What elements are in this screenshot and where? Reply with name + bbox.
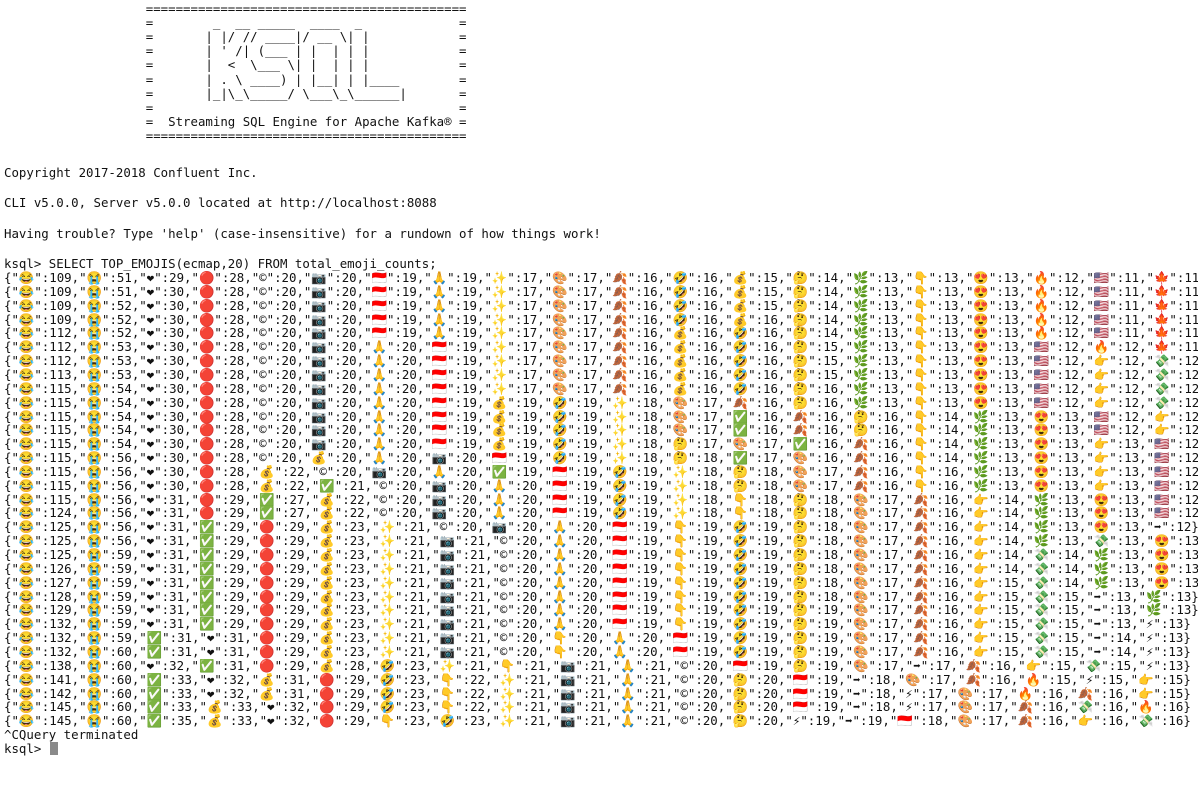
- result-row: {"😂":132,"😭":59,"✅":31,"❤":31,"🔴":29,"💰"…: [4, 631, 1191, 646]
- result-row: {"😂":115,"😭":54,"❤":30,"🔴":28,"©":20,"📷"…: [4, 437, 1198, 452]
- result-row: {"😂":124,"😭":56,"❤":31,"🔴":29,"✅":27,"💰"…: [4, 506, 1198, 521]
- version-info: CLI v5.0.0, Server v5.0.0 located at htt…: [4, 196, 437, 210]
- result-row: {"😂":132,"😭":59,"❤":31,"✅":29,"🔴":29,"💰"…: [4, 617, 1191, 632]
- banner-line: = | ' /| (___ | | | | | =: [4, 44, 467, 59]
- banner-line: = |_|\_\_____/ \___\_\______| =: [4, 86, 467, 101]
- result-row: {"😂":132,"😭":60,"✅":31,"❤":31,"🔴":29,"💰"…: [4, 644, 1191, 659]
- result-row: {"😂":115,"😭":56,"❤":30,"🔴":28,"©":20,"💰"…: [4, 451, 1198, 466]
- result-row: {"😂":109,"😭":52,"❤":30,"🔴":28,"©":20,"📷"…: [4, 312, 1198, 327]
- banner-line: = _ __ _____ ____ _ =: [4, 16, 467, 31]
- banner-line: = =: [4, 100, 467, 115]
- terminated-message: ^CQuery terminated: [4, 728, 139, 743]
- result-row: {"😂":112,"😭":52,"❤":30,"🔴":28,"©":20,"📷"…: [4, 326, 1198, 341]
- banner-line: ========================================…: [4, 128, 467, 143]
- result-row: {"😂":115,"😭":54,"❤":30,"🔴":28,"©":20,"📷"…: [4, 381, 1198, 396]
- result-row: {"😂":115,"😭":54,"❤":30,"🔴":28,"©":20,"📷"…: [4, 395, 1198, 410]
- banner-line: = | . \ ____) | |__| | |____ =: [4, 72, 467, 87]
- copyright: Copyright 2017-2018 Confluent Inc.: [4, 166, 258, 180]
- banner-line: ========================================…: [4, 2, 467, 16]
- result-row: {"😂":115,"😭":54,"❤":30,"🔴":28,"©":20,"📷"…: [4, 423, 1198, 438]
- result-row: {"😂":125,"😭":59,"❤":31,"✅":29,"🔴":29,"💰"…: [4, 548, 1198, 562]
- cursor: [49, 742, 58, 756]
- prompt: ksql>: [4, 742, 1198, 756]
- result-row: {"😂":129,"😭":59,"❤":31,"✅":29,"🔴":29,"💰"…: [4, 603, 1198, 618]
- result-row: {"😂":138,"😭":60,"❤":32,"✅":31,"🔴":29,"💰"…: [4, 658, 1191, 673]
- result-row: {"😂":112,"😭":53,"❤":30,"🔴":28,"©":20,"📷"…: [4, 340, 1198, 355]
- query-line: ksql> SELECT TOP_EMOJIS(ecmap,20) FROM t…: [4, 257, 437, 271]
- banner-line: = Streaming SQL Engine for Apache Kafka®…: [4, 114, 467, 129]
- result-row: {"😂":115,"😭":56,"❤":30,"🔴":28,"💰":22,"✅"…: [4, 478, 1198, 493]
- result-row: {"😂":126,"😭":59,"❤":31,"✅":29,"🔴":29,"💰"…: [4, 561, 1198, 576]
- result-row: {"😂":142,"😭":60,"✅":33,"❤":32,"💰":31,"🔴"…: [4, 686, 1191, 701]
- result-row: {"😂":145,"😭":60,"✅":35,"💰":33,"❤":32,"🔴"…: [4, 714, 1191, 729]
- result-row: {"😂":113,"😭":53,"❤":30,"🔴":28,"©":20,"📷"…: [4, 367, 1198, 382]
- result-row: {"😂":145,"😭":60,"✅":33,"💰":33,"❤":32,"🔴"…: [4, 700, 1191, 715]
- banner-line: = | |/ // ____|/ __ \| | =: [4, 30, 467, 45]
- result-row: {"😂":109,"😭":52,"❤":30,"🔴":28,"©":20,"📷"…: [4, 298, 1198, 313]
- result-row: {"😂":115,"😭":54,"❤":30,"🔴":28,"©":20,"📷"…: [4, 409, 1198, 424]
- result-row: {"😂":128,"😭":59,"❤":31,"✅":29,"🔴":29,"💰"…: [4, 589, 1198, 604]
- result-row: {"😂":127,"😭":59,"❤":31,"✅":29,"🔴":29,"💰"…: [4, 575, 1198, 590]
- result-row: {"😂":115,"😭":56,"❤":30,"🔴":28,"💰":22,"©"…: [4, 464, 1198, 479]
- result-row: {"😂":109,"😭":51,"❤":30,"🔴":28,"©":20,"📷"…: [4, 284, 1198, 299]
- result-row: {"😂":109,"😭":51,"❤":29,"🔴":28,"©":20,"📷"…: [4, 271, 1198, 285]
- result-row: {"😂":125,"😭":56,"❤":31,"✅":29,"🔴":29,"💰"…: [4, 534, 1198, 549]
- result-row: {"😂":125,"😭":56,"❤":31,"✅":29,"🔴":29,"💰"…: [4, 520, 1198, 535]
- help-text: Having trouble? Type 'help' (case-insens…: [4, 227, 601, 241]
- result-row: {"😂":141,"😭":60,"✅":33,"❤":32,"💰":31,"🔴"…: [4, 672, 1191, 687]
- banner-line: = | < \___ \| | | | | =: [4, 58, 467, 73]
- result-row: {"😂":115,"😭":56,"❤":31,"🔴":29,"✅":27,"💰"…: [4, 492, 1198, 507]
- result-row: {"😂":112,"😭":53,"❤":30,"🔴":28,"©":20,"📷"…: [4, 354, 1198, 369]
